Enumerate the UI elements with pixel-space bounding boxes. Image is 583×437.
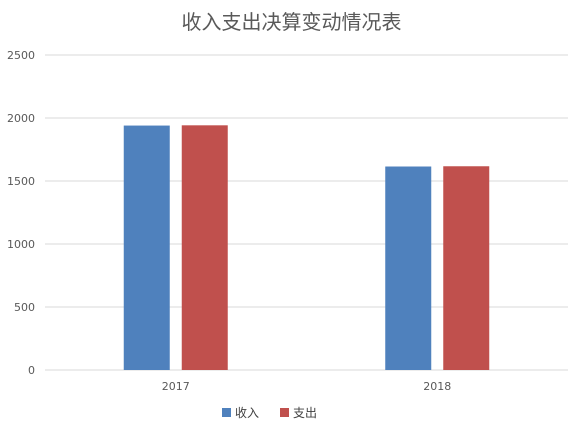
y-tick-label: 1000 <box>7 238 35 251</box>
x-axis-ticks: 2017 2018 <box>162 380 452 393</box>
gridlines <box>45 54 568 371</box>
y-tick-label: 0 <box>28 364 35 377</box>
y-axis-ticks: 0 500 1000 1500 2000 2500 <box>7 49 35 377</box>
x-tick-label: 2018 <box>423 380 451 393</box>
bars <box>123 125 490 370</box>
legend-label: 收入 <box>235 406 259 420</box>
legend: 收入 支出 <box>222 406 317 420</box>
chart-title: 收入支出决算变动情况表 <box>182 10 402 34</box>
bar-收入-2017 <box>123 125 170 370</box>
bar-收入-2018 <box>385 166 432 370</box>
y-tick-label: 2500 <box>7 49 35 62</box>
bar-支出-2017 <box>181 125 228 370</box>
legend-label: 支出 <box>293 406 317 420</box>
x-tick-label: 2017 <box>162 380 190 393</box>
y-tick-label: 1500 <box>7 175 35 188</box>
legend-swatch <box>222 408 231 417</box>
y-tick-label: 2000 <box>7 112 35 125</box>
legend-swatch <box>280 408 289 417</box>
y-tick-label: 500 <box>14 301 35 314</box>
bar-支出-2018 <box>443 166 490 370</box>
